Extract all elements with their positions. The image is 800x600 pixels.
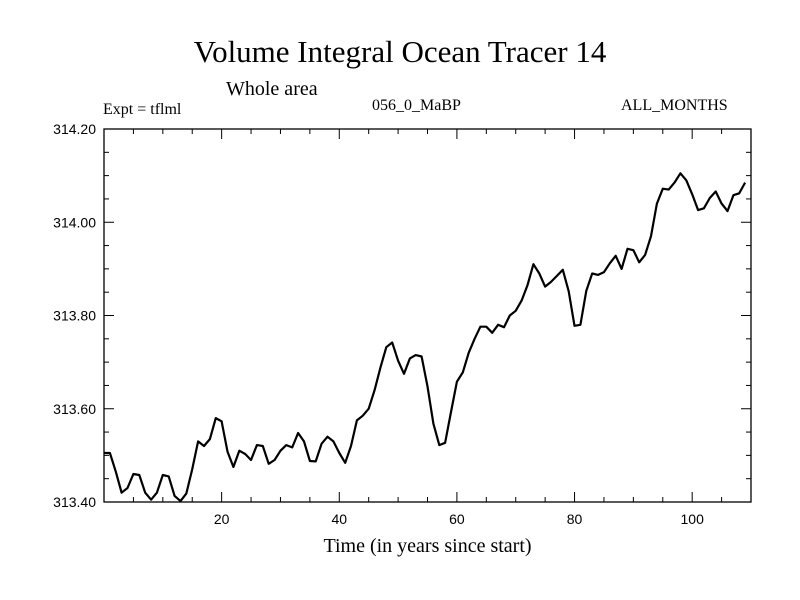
chart-title: Volume Integral Ocean Tracer 14 xyxy=(193,34,607,69)
case-label: 056_0_MaBP xyxy=(372,97,461,114)
x-tick-label: 100 xyxy=(681,511,705,527)
x-tick-label: 20 xyxy=(214,511,230,527)
chart-subtitle: Whole area xyxy=(226,78,318,100)
axis-ticks xyxy=(103,128,752,503)
y-tick-label: 314.00 xyxy=(53,214,96,230)
y-tick-label: 314.20 xyxy=(53,121,96,137)
y-tick-label: 313.40 xyxy=(53,494,96,510)
x-tick-label: 40 xyxy=(331,511,347,527)
months-label: ALL_MONTHS xyxy=(621,97,728,114)
experiment-label: Expt = tflml xyxy=(103,101,182,118)
x-axis-label: Time (in years since start) xyxy=(323,535,532,557)
axis-tick-labels: 20 40 60 80 100 313.40 313.60 313.80 314.00 314.2… xyxy=(53,121,704,527)
x-tick-label: 60 xyxy=(449,511,465,527)
series-line xyxy=(104,172,747,503)
x-tick-label: 80 xyxy=(567,511,583,527)
y-tick-label: 313.60 xyxy=(53,401,96,417)
y-tick-label: 313.80 xyxy=(53,308,96,324)
plot-frame xyxy=(103,128,752,503)
